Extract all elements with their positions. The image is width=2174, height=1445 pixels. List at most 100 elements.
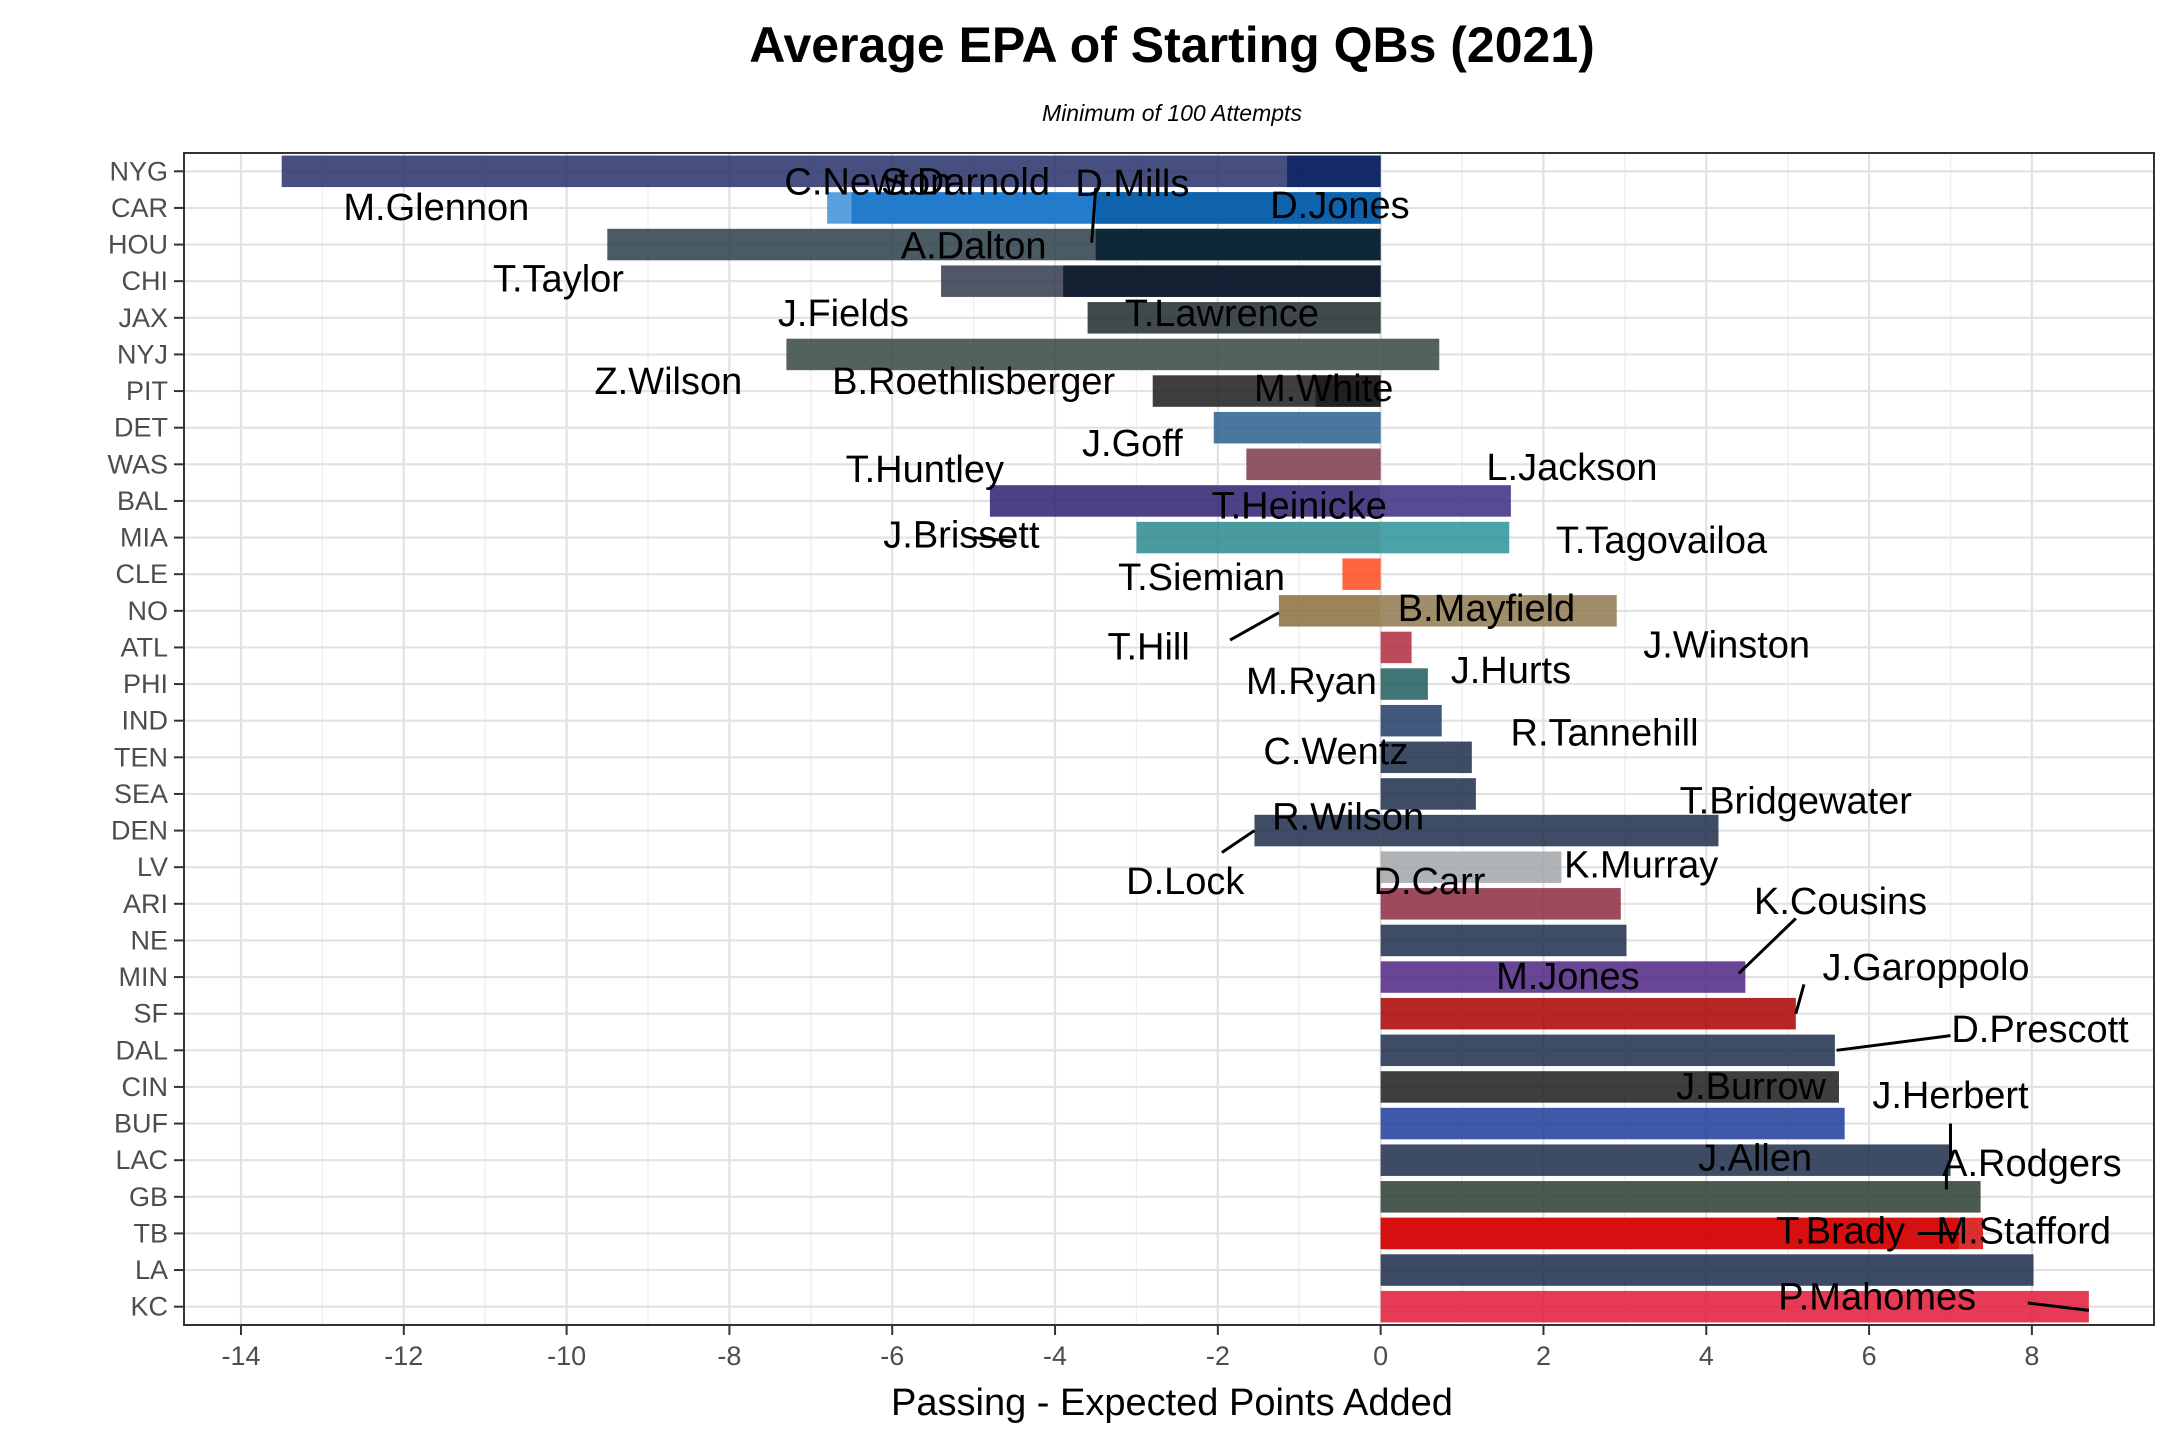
bar-chi — [1063, 265, 1381, 297]
qb-label: M.White — [1254, 368, 1393, 410]
leader-line — [1836, 1034, 1951, 1052]
qb-label: M.Glennon — [343, 187, 529, 229]
y-tick-label: PHI — [123, 669, 168, 699]
qb-label: J.Burrow — [1676, 1066, 1826, 1108]
x-axis: -14 -12 -10 -8 -6 -4 -2 0 2 4 6 8 — [221, 1325, 2039, 1371]
qb-label: M.Stafford — [1936, 1211, 2111, 1253]
x-tick-label: -2 — [1206, 1341, 1230, 1371]
bar-gb — [1380, 1181, 1981, 1213]
y-tick-label: LAC — [115, 1145, 168, 1175]
x-tick-label: -6 — [880, 1341, 904, 1371]
bar-no — [1278, 595, 1381, 627]
y-tick-label: HOU — [108, 230, 168, 260]
y-tick-label: TB — [133, 1218, 168, 1248]
qb-label: L.Jackson — [1486, 447, 1657, 489]
y-tick-label: SEA — [114, 779, 168, 809]
bar-atl — [1380, 631, 1412, 664]
leader-line — [1737, 917, 1797, 975]
y-tick-label: BUF — [114, 1109, 168, 1139]
qb-label: A.Dalton — [901, 225, 1047, 267]
chart-title: Average EPA of Starting QBs (2021) — [749, 17, 1595, 73]
x-axis-label: Passing - Expected Points Added — [891, 1382, 1453, 1424]
bar-ind — [1380, 704, 1442, 737]
leader-lines — [973, 187, 2090, 1312]
bar-la — [1380, 1254, 2034, 1286]
x-tick-label: -14 — [221, 1341, 260, 1371]
y-tick-label: GB — [129, 1182, 168, 1212]
y-tick-label: ATL — [120, 632, 168, 662]
bar-car — [1095, 192, 1381, 224]
bar-was — [1246, 448, 1381, 481]
bar-mia — [1380, 521, 1510, 554]
y-tick-label: CIN — [122, 1072, 169, 1102]
x-tick-label: -12 — [384, 1341, 423, 1371]
y-tick-label: CLE — [115, 559, 168, 589]
x-tick-label: -8 — [717, 1341, 741, 1371]
y-tick-label: LA — [135, 1255, 168, 1285]
qb-label: S.Darnold — [881, 161, 1050, 203]
qb-label: K.Cousins — [1754, 881, 1927, 923]
qb-label: D.Jones — [1270, 185, 1409, 227]
bar-ne — [1380, 924, 1627, 957]
qb-label: D.Prescott — [1951, 1009, 2129, 1051]
chart-subtitle: Minimum of 100 Attempts — [1042, 100, 1302, 126]
leader-line — [2027, 1301, 2090, 1312]
qb-label: T.Bridgewater — [1680, 780, 1913, 822]
y-tick-label: LV — [137, 852, 168, 882]
bar-dal — [1380, 1034, 1835, 1067]
qb-label: D.Mills — [1075, 163, 1189, 205]
qb-label: P.Mahomes — [1778, 1277, 1976, 1319]
qb-label: J.Winston — [1643, 625, 1810, 667]
y-tick-label: TEN — [114, 742, 168, 772]
bar-bal — [989, 485, 1381, 517]
qb-label: J.Fields — [778, 293, 909, 335]
x-tick-label: 8 — [2024, 1341, 2039, 1371]
y-tick-label: NO — [128, 596, 169, 626]
qb-label: J.Brissett — [883, 515, 1040, 557]
qb-label: C.Newton — [784, 161, 951, 203]
bar-lac — [1380, 1144, 1951, 1176]
qb-label: M.Ryan — [1246, 661, 1377, 703]
bar-bal — [1380, 485, 1511, 517]
qb-label: B.Roethlisberger — [832, 361, 1115, 403]
y-tick-label: DET — [114, 413, 168, 443]
qb-label: K.Murray — [1564, 844, 1718, 886]
qb-label: D.Carr — [1374, 861, 1486, 903]
qb-label: J.Hurts — [1451, 650, 1571, 692]
qb-label: C.Wentz — [1263, 731, 1408, 773]
x-tick-label: 6 — [1862, 1341, 1877, 1371]
y-tick-label: MIN — [119, 962, 169, 992]
bar-sea — [1380, 778, 1476, 810]
qb-label: B.Mayfield — [1398, 588, 1575, 630]
leader-line — [973, 536, 1015, 543]
bar-nyg — [1287, 155, 1381, 188]
bars-group — [281, 155, 2089, 1323]
y-tick-label: WAS — [108, 449, 169, 479]
bar-nyj — [786, 338, 1381, 371]
y-tick-label: ARI — [123, 889, 168, 919]
y-tick-label: NYJ — [117, 339, 168, 369]
qb-label: R.Wilson — [1272, 797, 1424, 839]
qb-label: J.Allen — [1698, 1137, 1812, 1179]
bar-nyj — [1380, 338, 1440, 371]
x-tick-label: -4 — [1043, 1341, 1067, 1371]
qb-label: T.Heinicke — [1212, 485, 1387, 527]
qb-label: M.Jones — [1496, 956, 1640, 998]
y-tick-label: NE — [130, 925, 168, 955]
leader-line — [1221, 829, 1256, 854]
bar-phi — [1380, 668, 1428, 700]
bar-nyg — [281, 155, 1381, 188]
leader-line — [1090, 187, 1098, 243]
qb-label: T.Taylor — [493, 258, 624, 300]
bar-buf — [1380, 1107, 1845, 1140]
bar-jax — [1087, 302, 1381, 334]
qb-label: T.Huntley — [846, 449, 1004, 491]
leader-line — [1794, 983, 1806, 1015]
qb-label: D.Lock — [1126, 861, 1245, 903]
qb-label: J.Goff — [1082, 423, 1183, 465]
y-tick-label: DAL — [115, 1035, 168, 1065]
bar-tb — [1380, 1217, 1959, 1250]
y-axis: NYG CAR HOU CHI JAX NYJ PIT DET WAS BAL MIA CLE NO AT… — [108, 156, 184, 1322]
